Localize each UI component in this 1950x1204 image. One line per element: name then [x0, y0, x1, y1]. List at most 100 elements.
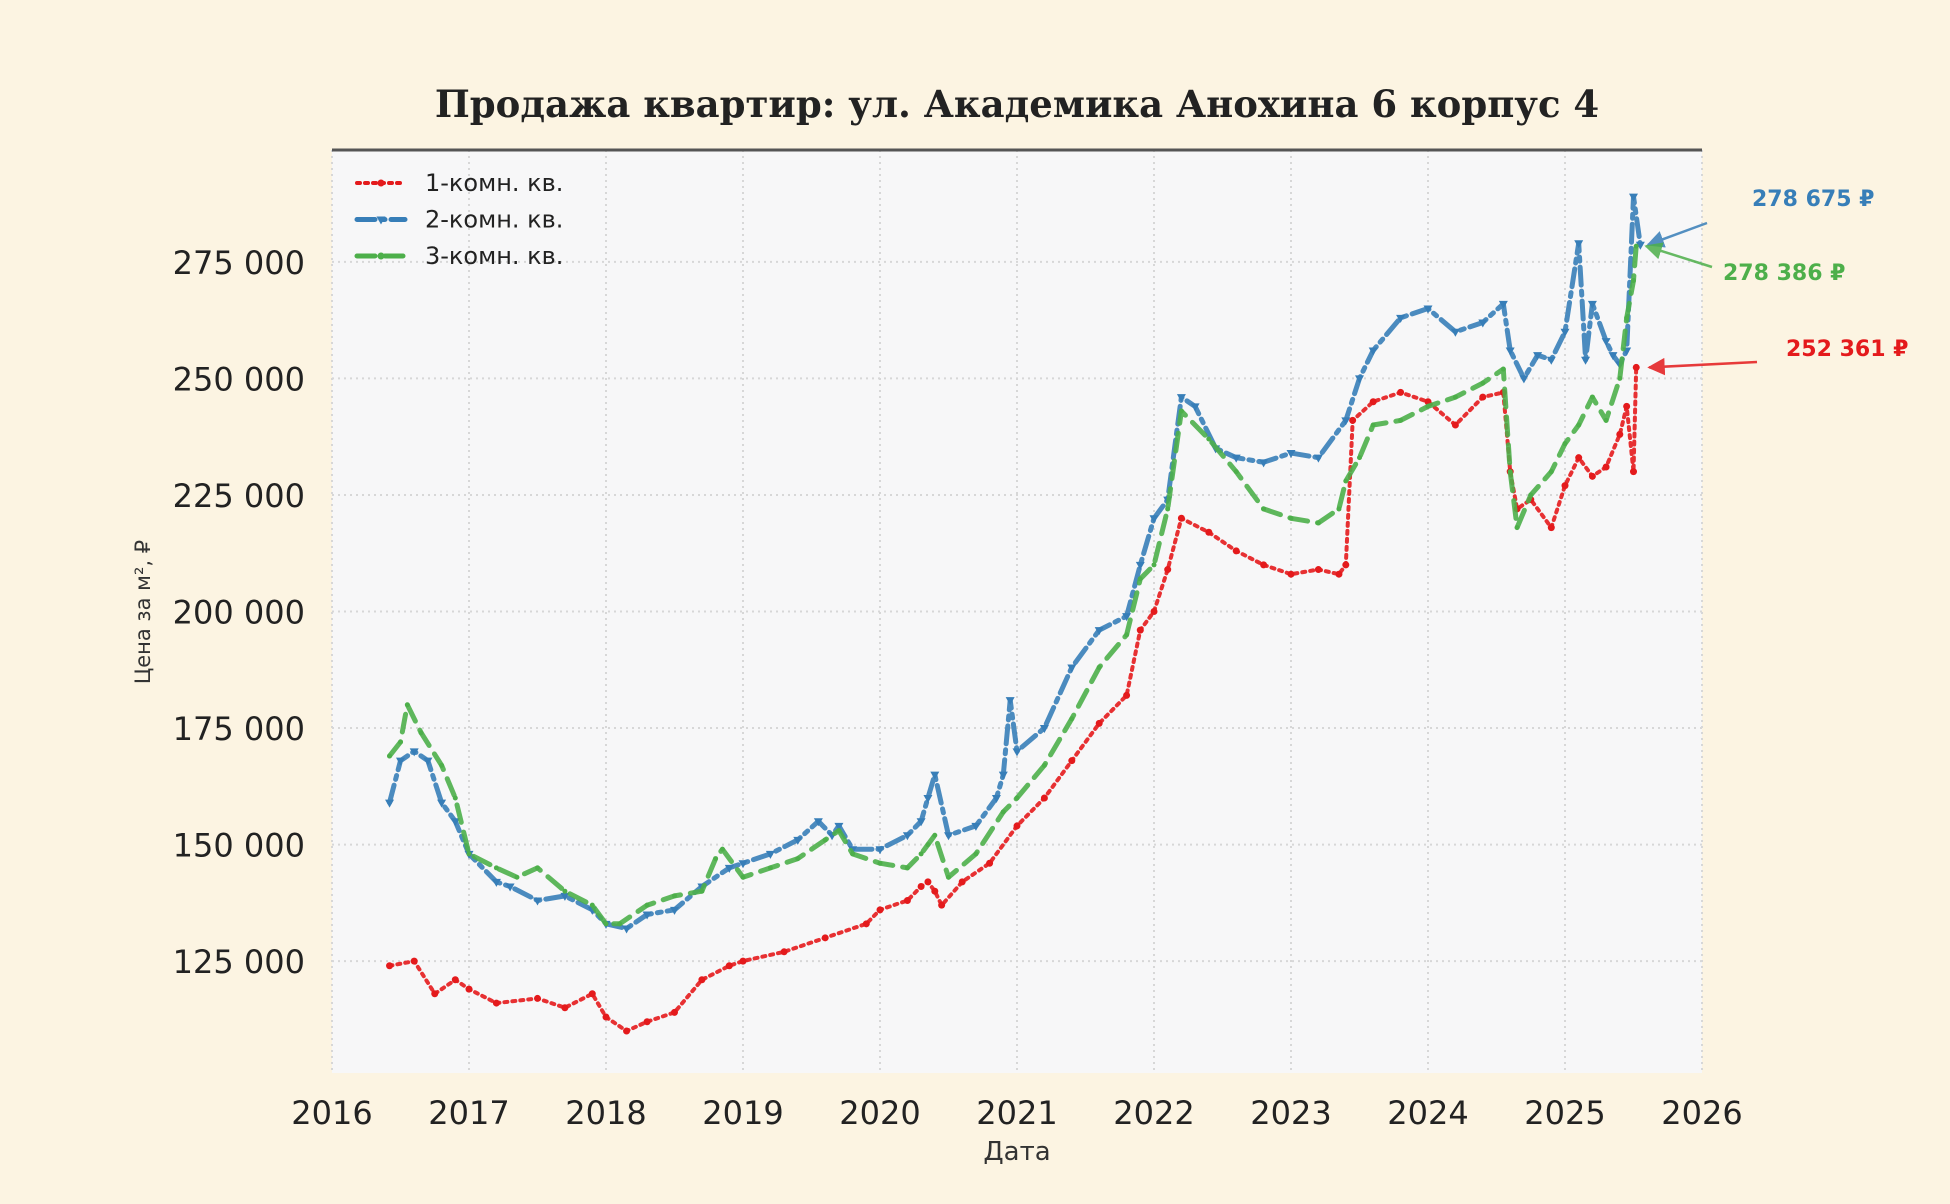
- data-point: [505, 883, 515, 892]
- data-point: [780, 948, 788, 956]
- data-point: [1608, 352, 1618, 361]
- data-point: [1149, 515, 1159, 524]
- data-point: [1369, 398, 1377, 406]
- data-point: [1096, 664, 1102, 670]
- data-point: [396, 757, 405, 766]
- y-tick-label: 275 000: [173, 244, 305, 282]
- data-point: [793, 836, 803, 845]
- y-tick-label: 200 000: [173, 594, 305, 632]
- data-point: [958, 878, 966, 886]
- data-point: [1067, 664, 1077, 673]
- data-point: [836, 828, 842, 834]
- data-point: [1581, 356, 1591, 365]
- data-point: [1574, 240, 1584, 249]
- data-point: [795, 856, 801, 862]
- data-point: [1135, 561, 1145, 570]
- data-point: [1040, 794, 1048, 802]
- data-point: [1603, 417, 1609, 423]
- data-point: [1562, 441, 1568, 447]
- data-point: [1560, 328, 1570, 337]
- data-point: [1507, 469, 1513, 475]
- data-point: [1176, 394, 1186, 403]
- data-point: [1122, 613, 1132, 622]
- legend-marker: [377, 252, 385, 260]
- legend-label: 2-комн. кв.: [425, 206, 563, 234]
- data-point: [589, 902, 595, 908]
- data-point: [533, 897, 542, 906]
- data-point: [1629, 193, 1638, 202]
- data-point: [642, 911, 652, 920]
- data-point: [1500, 366, 1506, 372]
- data-point: [698, 976, 706, 984]
- data-point: [1233, 469, 1239, 475]
- data-point: [991, 794, 1001, 803]
- data-point: [724, 864, 734, 873]
- data-point: [1123, 691, 1131, 699]
- data-point: [1478, 319, 1488, 328]
- data-point: [740, 874, 746, 880]
- data-point: [924, 878, 932, 886]
- data-point: [1519, 375, 1529, 384]
- x-tick-label: 2023: [1250, 1094, 1331, 1132]
- legend-marker: [376, 216, 386, 225]
- data-point: [387, 753, 393, 759]
- data-point: [1451, 421, 1459, 429]
- data-point: [1355, 375, 1364, 384]
- data-point: [602, 1013, 610, 1021]
- data-point: [1137, 576, 1143, 582]
- data-point: [1288, 515, 1294, 521]
- end-value-label: 278 386 ₽: [1723, 261, 1845, 286]
- data-point: [1450, 328, 1460, 337]
- x-tick-label: 2021: [976, 1094, 1057, 1132]
- data-point: [1425, 403, 1431, 409]
- data-point: [1452, 394, 1458, 400]
- data-point: [917, 883, 925, 891]
- data-point: [1039, 725, 1049, 734]
- data-point: [1069, 716, 1075, 722]
- data-point: [1357, 455, 1362, 461]
- data-point: [1633, 243, 1639, 249]
- data-point: [385, 799, 395, 808]
- data-point: [1635, 241, 1645, 250]
- x-axis-ticks: 2016 2017 2018 2019 2020 2021 2022 2023 2024 2025…: [291, 1094, 1742, 1132]
- data-point: [916, 818, 926, 827]
- data-point: [1370, 422, 1376, 428]
- y-axis-ticks: 125 000 150 000 175 000 200 000 225 000 250 0…: [173, 244, 305, 981]
- data-point: [1314, 566, 1322, 574]
- data-point: [386, 962, 394, 970]
- data-point: [644, 902, 650, 908]
- data-point: [813, 818, 823, 827]
- data-point: [1151, 562, 1157, 568]
- data-point: [877, 860, 883, 866]
- data-point: [418, 730, 424, 736]
- data-point: [875, 846, 885, 855]
- x-tick-label: 2017: [428, 1094, 509, 1132]
- legend-label: 3-комн. кв.: [425, 242, 563, 270]
- data-point: [1588, 472, 1596, 480]
- data-point: [930, 771, 940, 780]
- data-point: [1498, 300, 1508, 309]
- data-point: [588, 990, 596, 998]
- data-point: [902, 832, 912, 841]
- data-point: [1164, 566, 1172, 574]
- data-point: [1005, 697, 1015, 706]
- data-point: [1095, 719, 1103, 727]
- data-point: [1398, 417, 1404, 423]
- data-point: [1602, 463, 1610, 471]
- legend-label: 1-комн. кв.: [425, 169, 563, 197]
- data-point: [450, 818, 460, 827]
- data-point: [1617, 375, 1623, 381]
- data-point: [1136, 626, 1144, 634]
- series-line: [387, 243, 1639, 927]
- data-point: [932, 832, 938, 838]
- data-point: [1014, 795, 1020, 801]
- data-point: [1505, 347, 1515, 356]
- data-point: [431, 990, 439, 998]
- data-point: [938, 901, 946, 909]
- x-tick-label: 2026: [1661, 1094, 1742, 1132]
- data-point: [1165, 506, 1171, 512]
- data-point: [1336, 506, 1342, 512]
- data-point: [1514, 525, 1520, 531]
- data-point: [1178, 408, 1184, 414]
- data-point: [1259, 459, 1269, 468]
